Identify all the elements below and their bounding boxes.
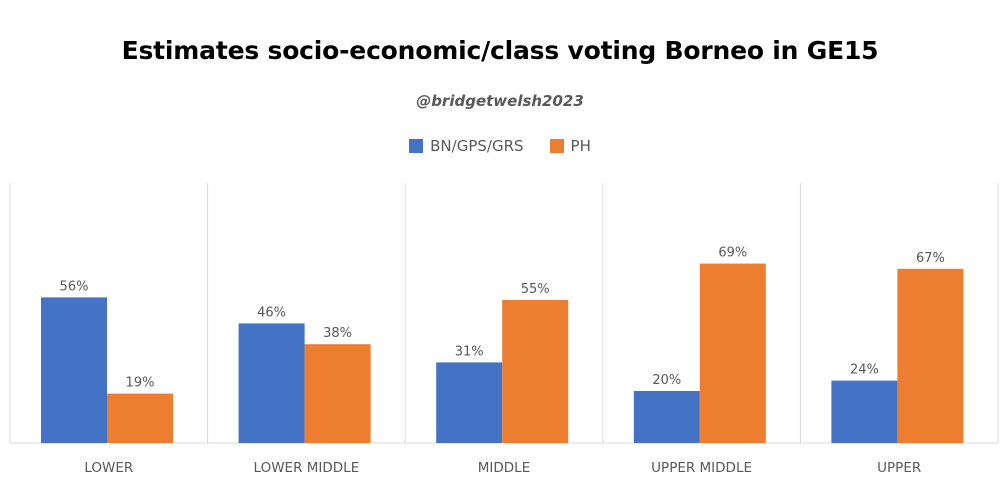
- chart-subtitle: @bridgetwelsh2023: [416, 92, 584, 110]
- data-label: 24%: [850, 363, 879, 378]
- bar-bn-gps-grs: [436, 362, 503, 443]
- bar-bn-gps-grs: [238, 323, 305, 443]
- x-tick-label: UPPER: [877, 460, 921, 476]
- x-tick-label: UPPER MIDDLE: [651, 460, 752, 476]
- data-label: 69%: [718, 246, 747, 261]
- data-label: 38%: [323, 326, 352, 341]
- x-tick-label: LOWER MIDDLE: [254, 460, 360, 476]
- bar-bn-gps-grs: [633, 391, 700, 443]
- data-label: 20%: [652, 373, 681, 388]
- x-tick-label: MIDDLE: [478, 460, 530, 476]
- data-label: 46%: [257, 305, 286, 320]
- bar-ph: [502, 300, 569, 443]
- legend-item-series-2: PH: [549, 137, 591, 155]
- data-label: 19%: [126, 376, 155, 391]
- bar-ph: [107, 393, 173, 443]
- bar-bn-gps-grs: [831, 380, 898, 443]
- bar-bn-gps-grs: [41, 297, 107, 443]
- chart-legend: BN/GPS/GRS PH: [0, 137, 1000, 155]
- data-label: 55%: [521, 282, 550, 297]
- chart-title: Estimates socio-economic/class voting Bo…: [121, 36, 879, 65]
- bar-ph: [304, 344, 371, 443]
- legend-label-series-2: PH: [570, 137, 591, 155]
- bar-ph: [699, 263, 766, 443]
- bar-ph: [897, 268, 964, 443]
- legend-swatch-series-2: [549, 139, 564, 153]
- legend-label-series-1: BN/GPS/GRS: [430, 137, 524, 155]
- legend-item-series-1: BN/GPS/GRS: [409, 137, 524, 155]
- data-label: 31%: [455, 344, 484, 359]
- legend-swatch-series-1: [409, 139, 424, 153]
- data-label: 67%: [916, 251, 945, 266]
- data-label: 56%: [60, 279, 89, 294]
- x-tick-label: LOWER: [84, 460, 133, 476]
